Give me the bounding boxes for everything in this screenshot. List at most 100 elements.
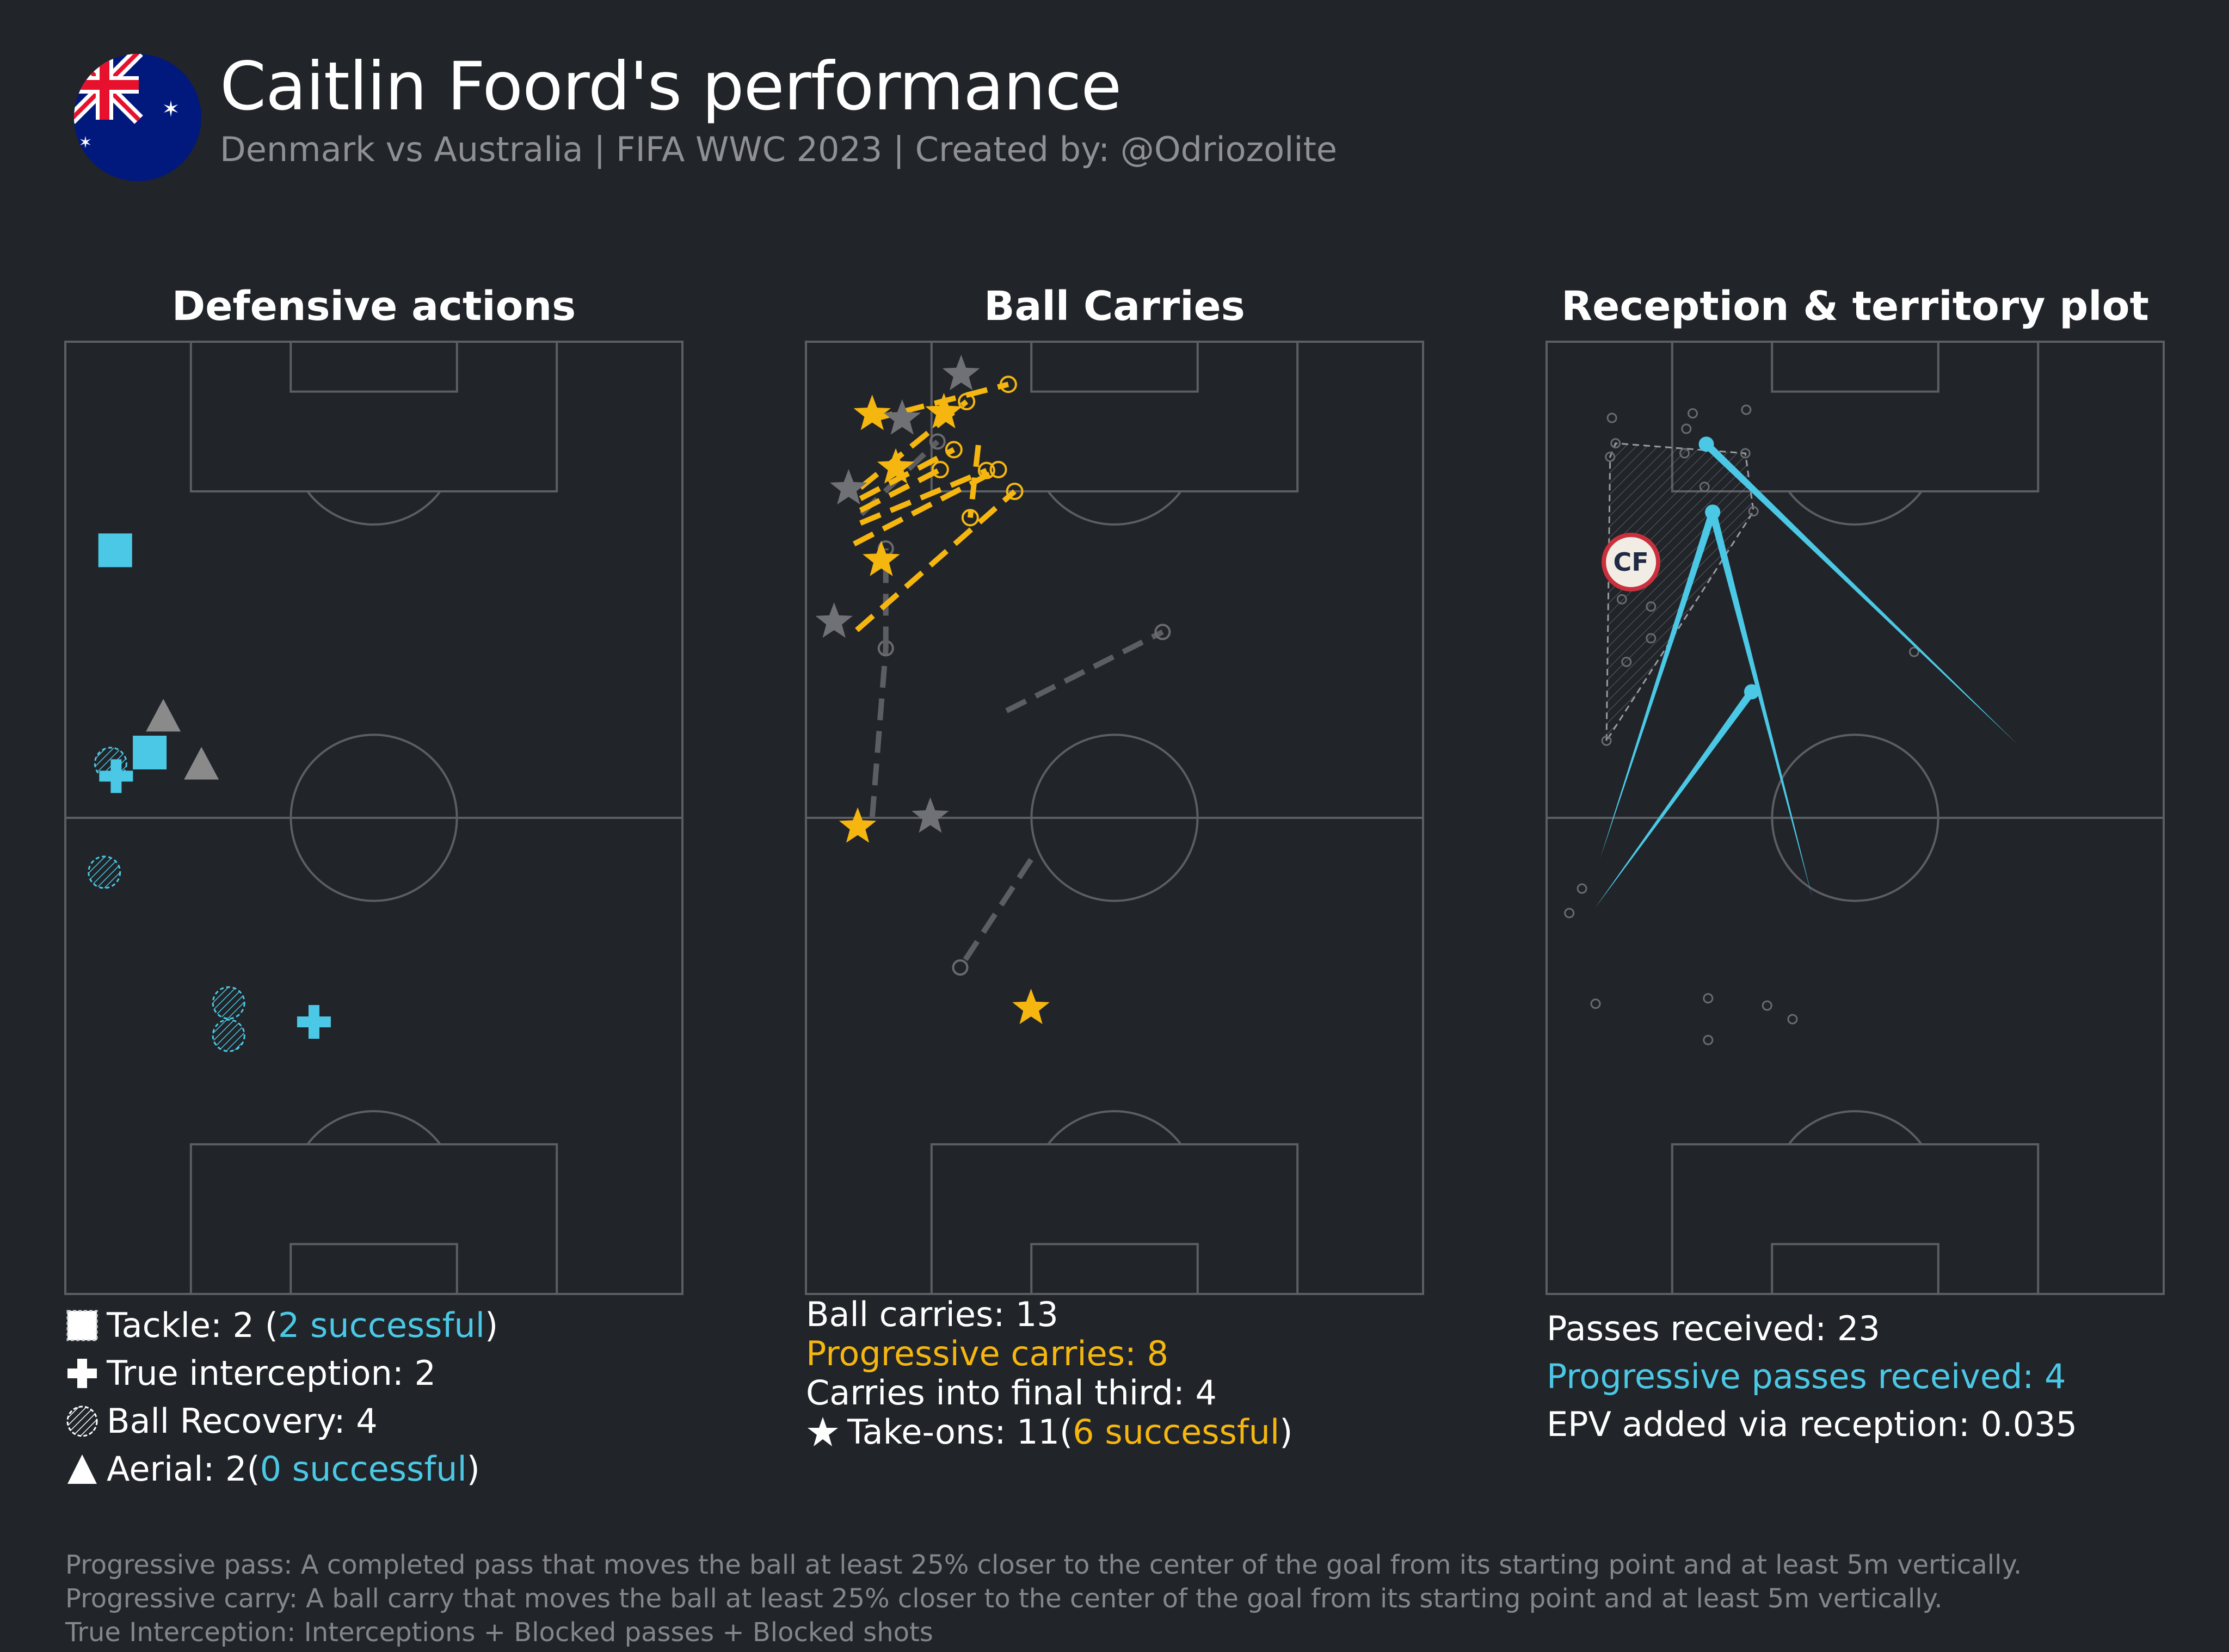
takeons-stat: Take-ons: 11(6 successful) (806, 1413, 1292, 1452)
six-yard-box-bottom (1030, 1243, 1199, 1296)
reception-point (1681, 423, 1692, 434)
pass-reception-marker (1744, 684, 1759, 700)
carry-end-marker (952, 959, 969, 976)
reception-point (1741, 404, 1752, 415)
penalty-box-bottom (1671, 1143, 2040, 1295)
passes-received: Passes received: 23 (1547, 1309, 1880, 1348)
reception-point (1740, 448, 1751, 459)
recovery-marker (212, 1019, 245, 1052)
reception-point (1564, 908, 1575, 919)
average-position-marker (1602, 533, 1661, 591)
interception-text: True interception: 2 (107, 1353, 436, 1393)
defensive-panel-title: Defensive actions (171, 283, 576, 330)
reception-point (1646, 601, 1657, 612)
page-subtitle: Denmark vs Australia | FIFA WWC 2023 | C… (220, 130, 1338, 169)
reception-point (1748, 506, 1759, 517)
recovery-marker (88, 855, 121, 889)
progressive-carry-end-marker (989, 461, 1007, 478)
aerial-stat: Aerial: 2(0 successful) (65, 1445, 498, 1493)
tackle-marker (133, 736, 167, 769)
progressive-carry-end-marker (945, 441, 963, 459)
reception-point (1606, 412, 1617, 423)
footnote-progressive-carry: Progressive carry: A ball carry that mov… (65, 1583, 1943, 1614)
tackle-marker (98, 533, 132, 568)
progressive-carry-line (870, 381, 1009, 423)
progressive-carry-end-marker (958, 393, 976, 410)
penalty-arc-top (1788, 490, 1923, 526)
progressive-passes-received: Progressive passes received: 4 (1547, 1357, 2066, 1396)
penalty-arc-top (1047, 490, 1182, 526)
svg-text:✶: ✶ (162, 97, 180, 122)
carries-panel-title: Ball Carries (984, 283, 1245, 330)
progressive-carry-end-marker (961, 509, 979, 527)
takeon-successful-marker (877, 448, 915, 484)
interception-stat: True interception: 2 (65, 1349, 498, 1397)
reception-point (1687, 408, 1698, 419)
aerial-prefix: Aerial: 2( (107, 1449, 260, 1489)
takeon-failed-marker (830, 469, 867, 505)
progressive-carry-line (859, 447, 956, 501)
epv-added: EPV added via reception: 0.035 (1547, 1404, 2077, 1444)
footnote-progressive-pass: Progressive pass: A completed pass that … (65, 1550, 2022, 1580)
page-title: Caitlin Foord's performance (220, 48, 1122, 125)
carry-end-marker (929, 433, 946, 450)
takeon-successful-marker (925, 393, 963, 429)
carry-end-marker (1154, 624, 1171, 640)
reception-marks: CF (1564, 404, 2019, 1045)
takeon-failed-marker (942, 355, 980, 391)
aerial-marker (184, 747, 219, 780)
penalty-arc-bottom (306, 1110, 441, 1145)
cross-legend-icon (67, 1359, 97, 1388)
carries-stats: Ball carries: 13 Progressive carries: 8 … (806, 1295, 1292, 1452)
takeon-failed-marker (883, 399, 921, 435)
six-yard-box-top (1030, 341, 1199, 393)
recovery-text: Ball Recovery: 4 (107, 1401, 378, 1441)
penalty-box-bottom (930, 1143, 1299, 1295)
reception-point (1610, 438, 1621, 449)
progressive-carry-end-marker (999, 375, 1017, 393)
aerial-highlight: 0 successful (260, 1449, 467, 1489)
carries-marks (815, 355, 1171, 1025)
final-third-carries: Carries into final third: 4 (806, 1373, 1217, 1413)
progressive-carries: Progressive carries: 8 (806, 1334, 1169, 1373)
progressive-carry-line (855, 489, 1017, 632)
reception-point (1646, 633, 1657, 644)
reception-panel-title: Reception & territory plot (1561, 283, 2149, 330)
penalty-arc-bottom (1788, 1110, 1923, 1145)
carries-pitch (805, 341, 1424, 1296)
takeon-successful-marker (1012, 989, 1050, 1025)
penalty-arc-bottom (1047, 1110, 1182, 1145)
reception-point (1699, 482, 1710, 492)
reception-point (1762, 1000, 1772, 1011)
reception-point (1908, 646, 1919, 657)
penalty-box-bottom (189, 1143, 558, 1295)
pass-reception-marker (1705, 504, 1721, 520)
takeon-successful-marker (863, 540, 900, 576)
progressive-pass-line (1600, 511, 1716, 859)
takeon-failed-marker (815, 602, 853, 638)
recovery-legend-icon (66, 1406, 98, 1437)
six-yard-box-bottom (290, 1243, 458, 1296)
progressive-pass-line (1594, 689, 1755, 909)
takeons-suffix: ) (1279, 1412, 1293, 1452)
interception-marker (297, 1005, 331, 1039)
tackle-legend-icon (66, 1310, 98, 1341)
takeons-highlight: 6 successful (1073, 1412, 1280, 1452)
reception-point (1703, 1034, 1714, 1045)
progressive-pass-line (1709, 511, 1813, 899)
tackle-highlight: 2 successful (278, 1305, 485, 1345)
average-position-label: CF (1613, 547, 1648, 577)
tackle-stat: Tackle: 2 (2 successful) (65, 1302, 498, 1349)
footnotes: Progressive pass: A completed pass that … (65, 1548, 2022, 1649)
progressive-carry-line (853, 467, 1000, 547)
center-circle (1771, 733, 1939, 902)
reception-point (1616, 594, 1627, 605)
reception-point (1679, 448, 1690, 459)
reception-point (1590, 998, 1601, 1009)
carry-line (958, 858, 1033, 969)
center-circle (290, 733, 458, 902)
reception-pitch (1545, 341, 2165, 1296)
aerial-suffix: ) (466, 1449, 480, 1489)
reception-point (1787, 1014, 1798, 1025)
